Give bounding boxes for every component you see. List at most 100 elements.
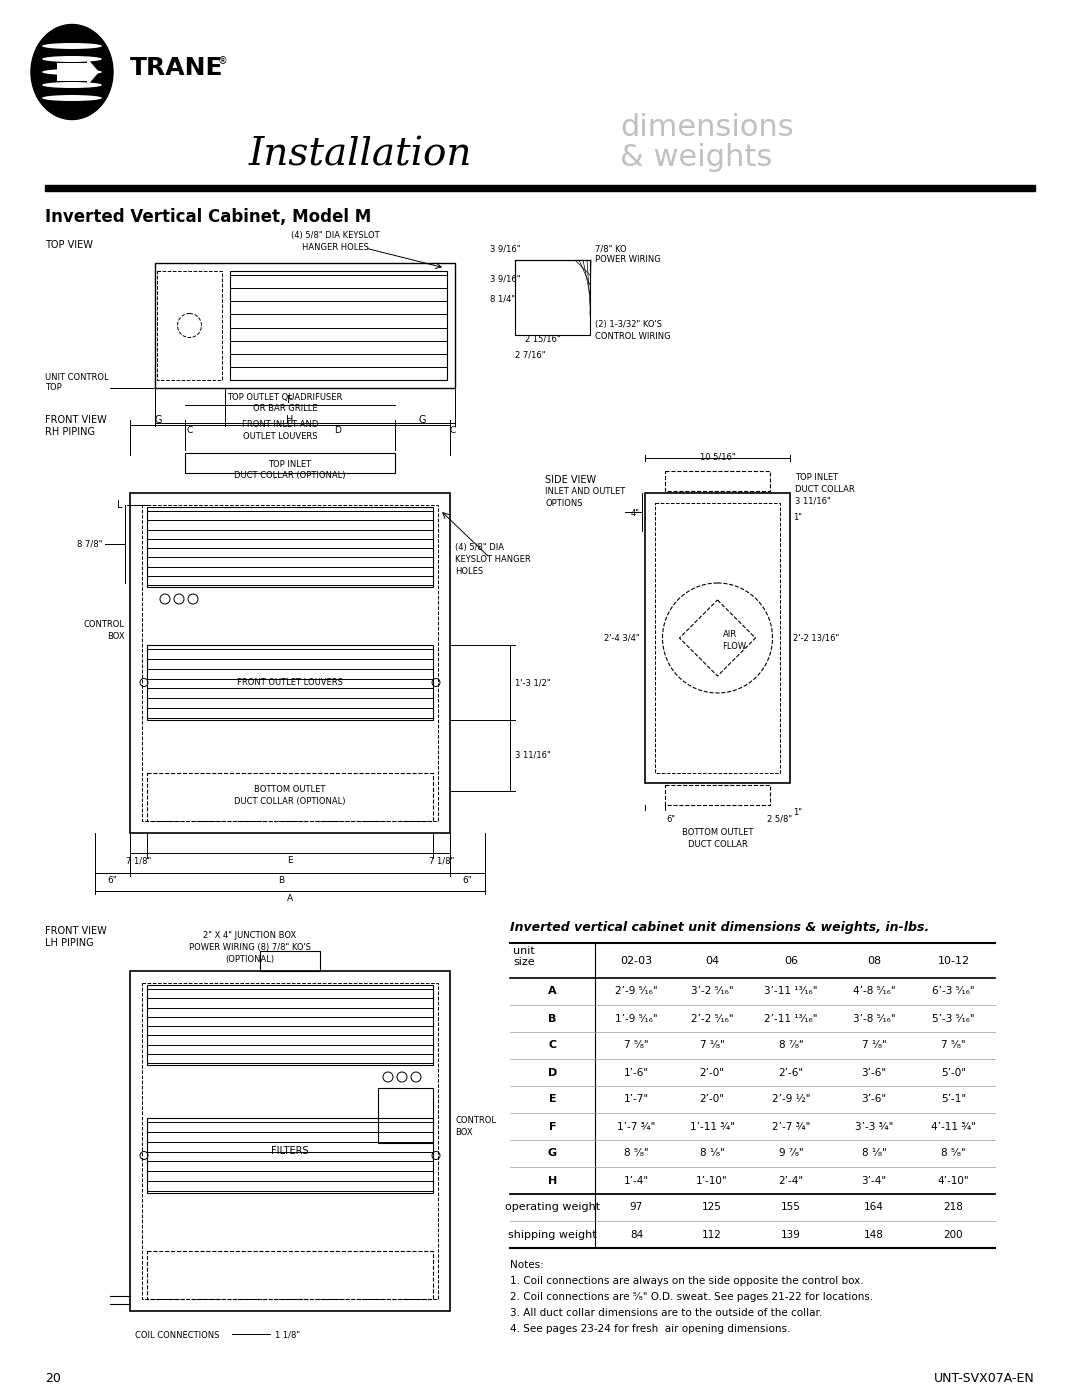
Text: KEYSLOT HANGER: KEYSLOT HANGER (455, 555, 530, 564)
Ellipse shape (42, 68, 102, 75)
Ellipse shape (31, 25, 113, 120)
Text: 5’-3 ⁵⁄₁₆": 5’-3 ⁵⁄₁₆" (932, 1013, 975, 1024)
Text: size: size (513, 957, 535, 967)
Text: BOTTOM OUTLET: BOTTOM OUTLET (681, 828, 753, 837)
Text: 1. Coil connections are always on the side opposite the control box.: 1. Coil connections are always on the si… (510, 1275, 864, 1287)
Text: 139: 139 (781, 1229, 801, 1239)
Text: shipping weight: shipping weight (509, 1229, 597, 1239)
Text: AIR: AIR (723, 630, 737, 638)
Text: 3’-4": 3’-4" (862, 1175, 887, 1186)
Text: 4": 4" (631, 509, 640, 517)
Text: F: F (549, 1122, 556, 1132)
Text: UNT-SVX07A-EN: UNT-SVX07A-EN (934, 1372, 1035, 1386)
Bar (147, 645, 433, 719)
Text: 9 ⁷⁄₈": 9 ⁷⁄₈" (779, 1148, 804, 1158)
Text: DUCT COLLAR: DUCT COLLAR (795, 485, 854, 495)
Bar (45, 184, 1035, 191)
Text: H: H (286, 415, 294, 425)
Ellipse shape (42, 56, 102, 61)
FancyArrow shape (57, 59, 99, 87)
Text: 2’-2 ⁵⁄₁₆": 2’-2 ⁵⁄₁₆" (691, 1013, 733, 1024)
Text: 20: 20 (45, 1372, 60, 1386)
Text: 6": 6" (462, 876, 472, 886)
Text: FLOW: FLOW (723, 643, 746, 651)
Text: 7 ⁵⁄₈": 7 ⁵⁄₈" (941, 1041, 966, 1051)
Text: FRONT VIEW: FRONT VIEW (45, 415, 107, 425)
Text: 1’-6": 1’-6" (624, 1067, 649, 1077)
Text: FILTERS: FILTERS (271, 1146, 309, 1155)
Text: G: G (418, 415, 426, 425)
Text: 02-03: 02-03 (620, 956, 652, 965)
Text: 6’-3 ⁵⁄₁₆": 6’-3 ⁵⁄₁₆" (932, 986, 975, 996)
Text: 2’-9 ½": 2’-9 ½" (772, 1094, 810, 1105)
Text: 2’-6": 2’-6" (779, 1067, 804, 1077)
Text: 3. All duct collar dimensions are to the outside of the collar.: 3. All duct collar dimensions are to the… (510, 1308, 822, 1317)
Text: 2’-4": 2’-4" (779, 1175, 804, 1186)
Text: DUCT COLLAR (OPTIONAL): DUCT COLLAR (OPTIONAL) (234, 798, 346, 806)
Text: 1 1/8": 1 1/8" (275, 1331, 300, 1340)
Text: 2’-0": 2’-0" (700, 1067, 725, 1077)
Text: COIL CONNECTIONS: COIL CONNECTIONS (135, 1331, 219, 1340)
Text: OPTIONS: OPTIONS (545, 499, 582, 509)
Text: 3’-11 ¹³⁄₁₆": 3’-11 ¹³⁄₁₆" (765, 986, 818, 996)
Text: 1": 1" (793, 513, 802, 522)
Bar (665, 785, 770, 805)
Text: Installation: Installation (248, 137, 472, 173)
Text: 04: 04 (705, 956, 719, 965)
Text: 7 1/8": 7 1/8" (126, 856, 151, 865)
Text: 6": 6" (108, 876, 118, 886)
Text: 3’-8 ⁵⁄₁₆": 3’-8 ⁵⁄₁₆" (853, 1013, 895, 1024)
Text: 2 5/8": 2 5/8" (768, 814, 793, 824)
Text: TOP VIEW: TOP VIEW (45, 240, 93, 250)
Bar (147, 985, 433, 1065)
Text: 125: 125 (702, 1203, 721, 1213)
Text: Inverted vertical cabinet unit dimensions & weights, in-lbs.: Inverted vertical cabinet unit dimension… (510, 921, 929, 935)
Bar (515, 260, 590, 335)
Text: BOX: BOX (455, 1127, 473, 1137)
Text: & weights: & weights (620, 144, 772, 172)
Text: 5’-1": 5’-1" (941, 1094, 967, 1105)
Text: 155: 155 (781, 1203, 801, 1213)
Bar (147, 773, 433, 821)
Text: F: F (287, 395, 293, 405)
Text: 7 ¹⁄₈": 7 ¹⁄₈" (700, 1041, 725, 1051)
Text: 4. See pages 23-24 for fresh  air opening dimensions.: 4. See pages 23-24 for fresh air opening… (510, 1324, 791, 1334)
Text: 3 9/16": 3 9/16" (490, 275, 521, 284)
Bar (645, 493, 789, 782)
Text: 1’-4": 1’-4" (624, 1175, 649, 1186)
Text: 3’-6": 3’-6" (862, 1094, 887, 1105)
Ellipse shape (42, 82, 102, 88)
Text: TOP INLET: TOP INLET (269, 460, 311, 469)
Text: Notes:: Notes: (510, 1260, 543, 1270)
Bar (260, 951, 320, 971)
Text: 4’-8 ⁵⁄₁₆": 4’-8 ⁵⁄₁₆" (853, 986, 895, 996)
Text: 2" X 4" JUNCTION BOX: 2" X 4" JUNCTION BOX (203, 930, 297, 940)
Bar (654, 503, 780, 773)
Text: 2’-11 ¹³⁄₁₆": 2’-11 ¹³⁄₁₆" (765, 1013, 818, 1024)
Text: FRONT INLET AND: FRONT INLET AND (242, 420, 319, 429)
Text: G: G (154, 415, 162, 425)
Text: 8 1/4": 8 1/4" (490, 295, 515, 305)
Text: 3 11/16": 3 11/16" (795, 497, 831, 506)
Text: 2. Coil connections are ⁵⁄₈" O.D. sweat. See pages 21-22 for locations.: 2. Coil connections are ⁵⁄₈" O.D. sweat.… (510, 1292, 874, 1302)
Text: C: C (187, 426, 193, 434)
Bar (141, 983, 438, 1299)
Bar (157, 271, 222, 380)
Bar (147, 507, 433, 587)
Text: 3 9/16": 3 9/16" (490, 244, 521, 254)
Text: C: C (449, 426, 456, 434)
Text: (4) 5/8" DIA KEYSLOT: (4) 5/8" DIA KEYSLOT (291, 231, 379, 240)
Text: 4’-10": 4’-10" (937, 1175, 970, 1186)
Text: 7/8" KO: 7/8" KO (595, 244, 626, 254)
Text: INLET AND OUTLET: INLET AND OUTLET (545, 488, 625, 496)
Text: Inverted Vertical Cabinet, Model M: Inverted Vertical Cabinet, Model M (45, 208, 372, 226)
Text: (4) 5/8" DIA: (4) 5/8" DIA (455, 543, 504, 552)
Text: 3’-2 ⁵⁄₁₆": 3’-2 ⁵⁄₁₆" (691, 986, 733, 996)
Text: 8 ⁵⁄₈": 8 ⁵⁄₈" (941, 1148, 966, 1158)
Text: 1’-7 ¾": 1’-7 ¾" (618, 1122, 656, 1132)
Text: CONTROL WIRING: CONTROL WIRING (595, 332, 671, 341)
Text: (OPTIONAL): (OPTIONAL) (226, 956, 274, 964)
Bar (185, 453, 395, 474)
Text: 6": 6" (666, 814, 676, 824)
Bar (130, 971, 450, 1310)
